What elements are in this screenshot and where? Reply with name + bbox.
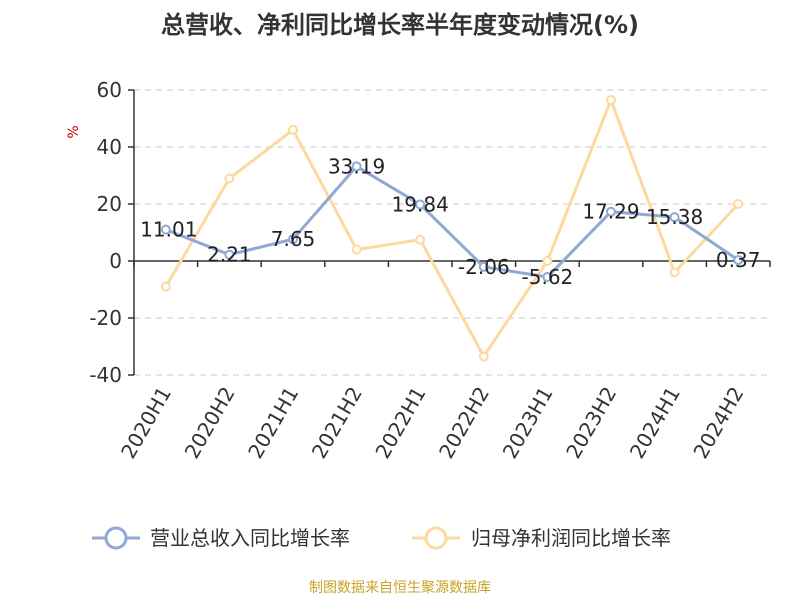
x-tick-label: 2020H1	[116, 383, 176, 463]
data-point	[288, 124, 298, 135]
data-label: -2.06	[458, 255, 510, 279]
data-point	[606, 206, 616, 217]
y-tick-label: 20	[97, 192, 122, 216]
data-point	[224, 173, 235, 184]
data-label: -5.62	[522, 265, 574, 289]
data-label: 17.29	[582, 200, 639, 224]
data-point	[733, 254, 744, 265]
data-point	[542, 256, 553, 266]
data-point	[478, 351, 489, 362]
y-tick-label: -40	[89, 363, 122, 387]
y-tick-label: 0	[109, 249, 122, 273]
data-label: 33.19	[328, 154, 385, 178]
data-point	[669, 212, 680, 223]
legend: 营业总收入同比增长率 归母净利润同比增长率	[92, 526, 671, 550]
data-point	[478, 261, 489, 272]
x-tick-label: 2024H1	[625, 383, 685, 463]
y-tick-label: -20	[89, 306, 122, 330]
data-label: 19.84	[392, 192, 449, 216]
data-label: 15.38	[646, 205, 703, 229]
legend-label-profit: 归母净利润同比增长率	[471, 526, 671, 550]
data-point	[224, 249, 235, 260]
data-point	[288, 234, 298, 245]
series-line	[165, 164, 740, 279]
data-label: 0.37	[716, 248, 761, 272]
grid-lines	[134, 89, 770, 376]
x-tick-label: 2023H2	[561, 383, 621, 463]
data-point	[542, 272, 553, 283]
data-label: 11.01	[140, 218, 197, 242]
x-tick-label: 2022H2	[434, 383, 494, 463]
legend-marker-profit	[424, 526, 448, 550]
x-tick-label: 2021H1	[243, 383, 303, 463]
y-tick-label: 40	[97, 135, 122, 159]
data-point	[733, 199, 744, 209]
legend-label-revenue: 营业总收入同比增长率	[150, 526, 350, 550]
x-tick-label: 2023H1	[498, 383, 558, 463]
y-axis-unit: %	[66, 125, 82, 138]
y-tick-label: 60	[97, 78, 122, 102]
data-point	[606, 94, 616, 105]
x-tick-label: 2022H1	[370, 383, 430, 463]
data-label: 2.21	[207, 243, 252, 267]
x-tick-label: 2021H2	[307, 383, 367, 463]
y-tick-labels: 60 40 20 0 -20 -40	[89, 78, 122, 387]
data-point	[160, 281, 171, 292]
axes	[128, 89, 771, 376]
x-tick-label: 2024H2	[688, 383, 748, 463]
data-point	[160, 224, 171, 235]
legend-marker-revenue	[104, 526, 128, 550]
data-label: 7.65	[271, 227, 316, 251]
data-point	[351, 161, 362, 172]
series-lines	[160, 94, 744, 362]
x-tick-labels: 2020H1 2020H2 2021H1 2021H2 2022H1 2022H2 2023…	[116, 383, 749, 463]
data-labels: 11.01 2.21 7.65 33.19 19.84 -2.06 -5.62 17.29 15…	[140, 154, 760, 289]
series-line	[164, 98, 740, 358]
data-point	[351, 244, 362, 255]
chart-title: 总营收、净利同比增长率半年度变动情况(%)	[161, 11, 639, 39]
data-point	[415, 234, 426, 245]
source-text: 制图数据来自恒生聚源数据库	[309, 580, 491, 596]
data-point	[669, 267, 680, 278]
data-point	[415, 199, 426, 210]
x-tick-label: 2020H2	[180, 383, 240, 463]
